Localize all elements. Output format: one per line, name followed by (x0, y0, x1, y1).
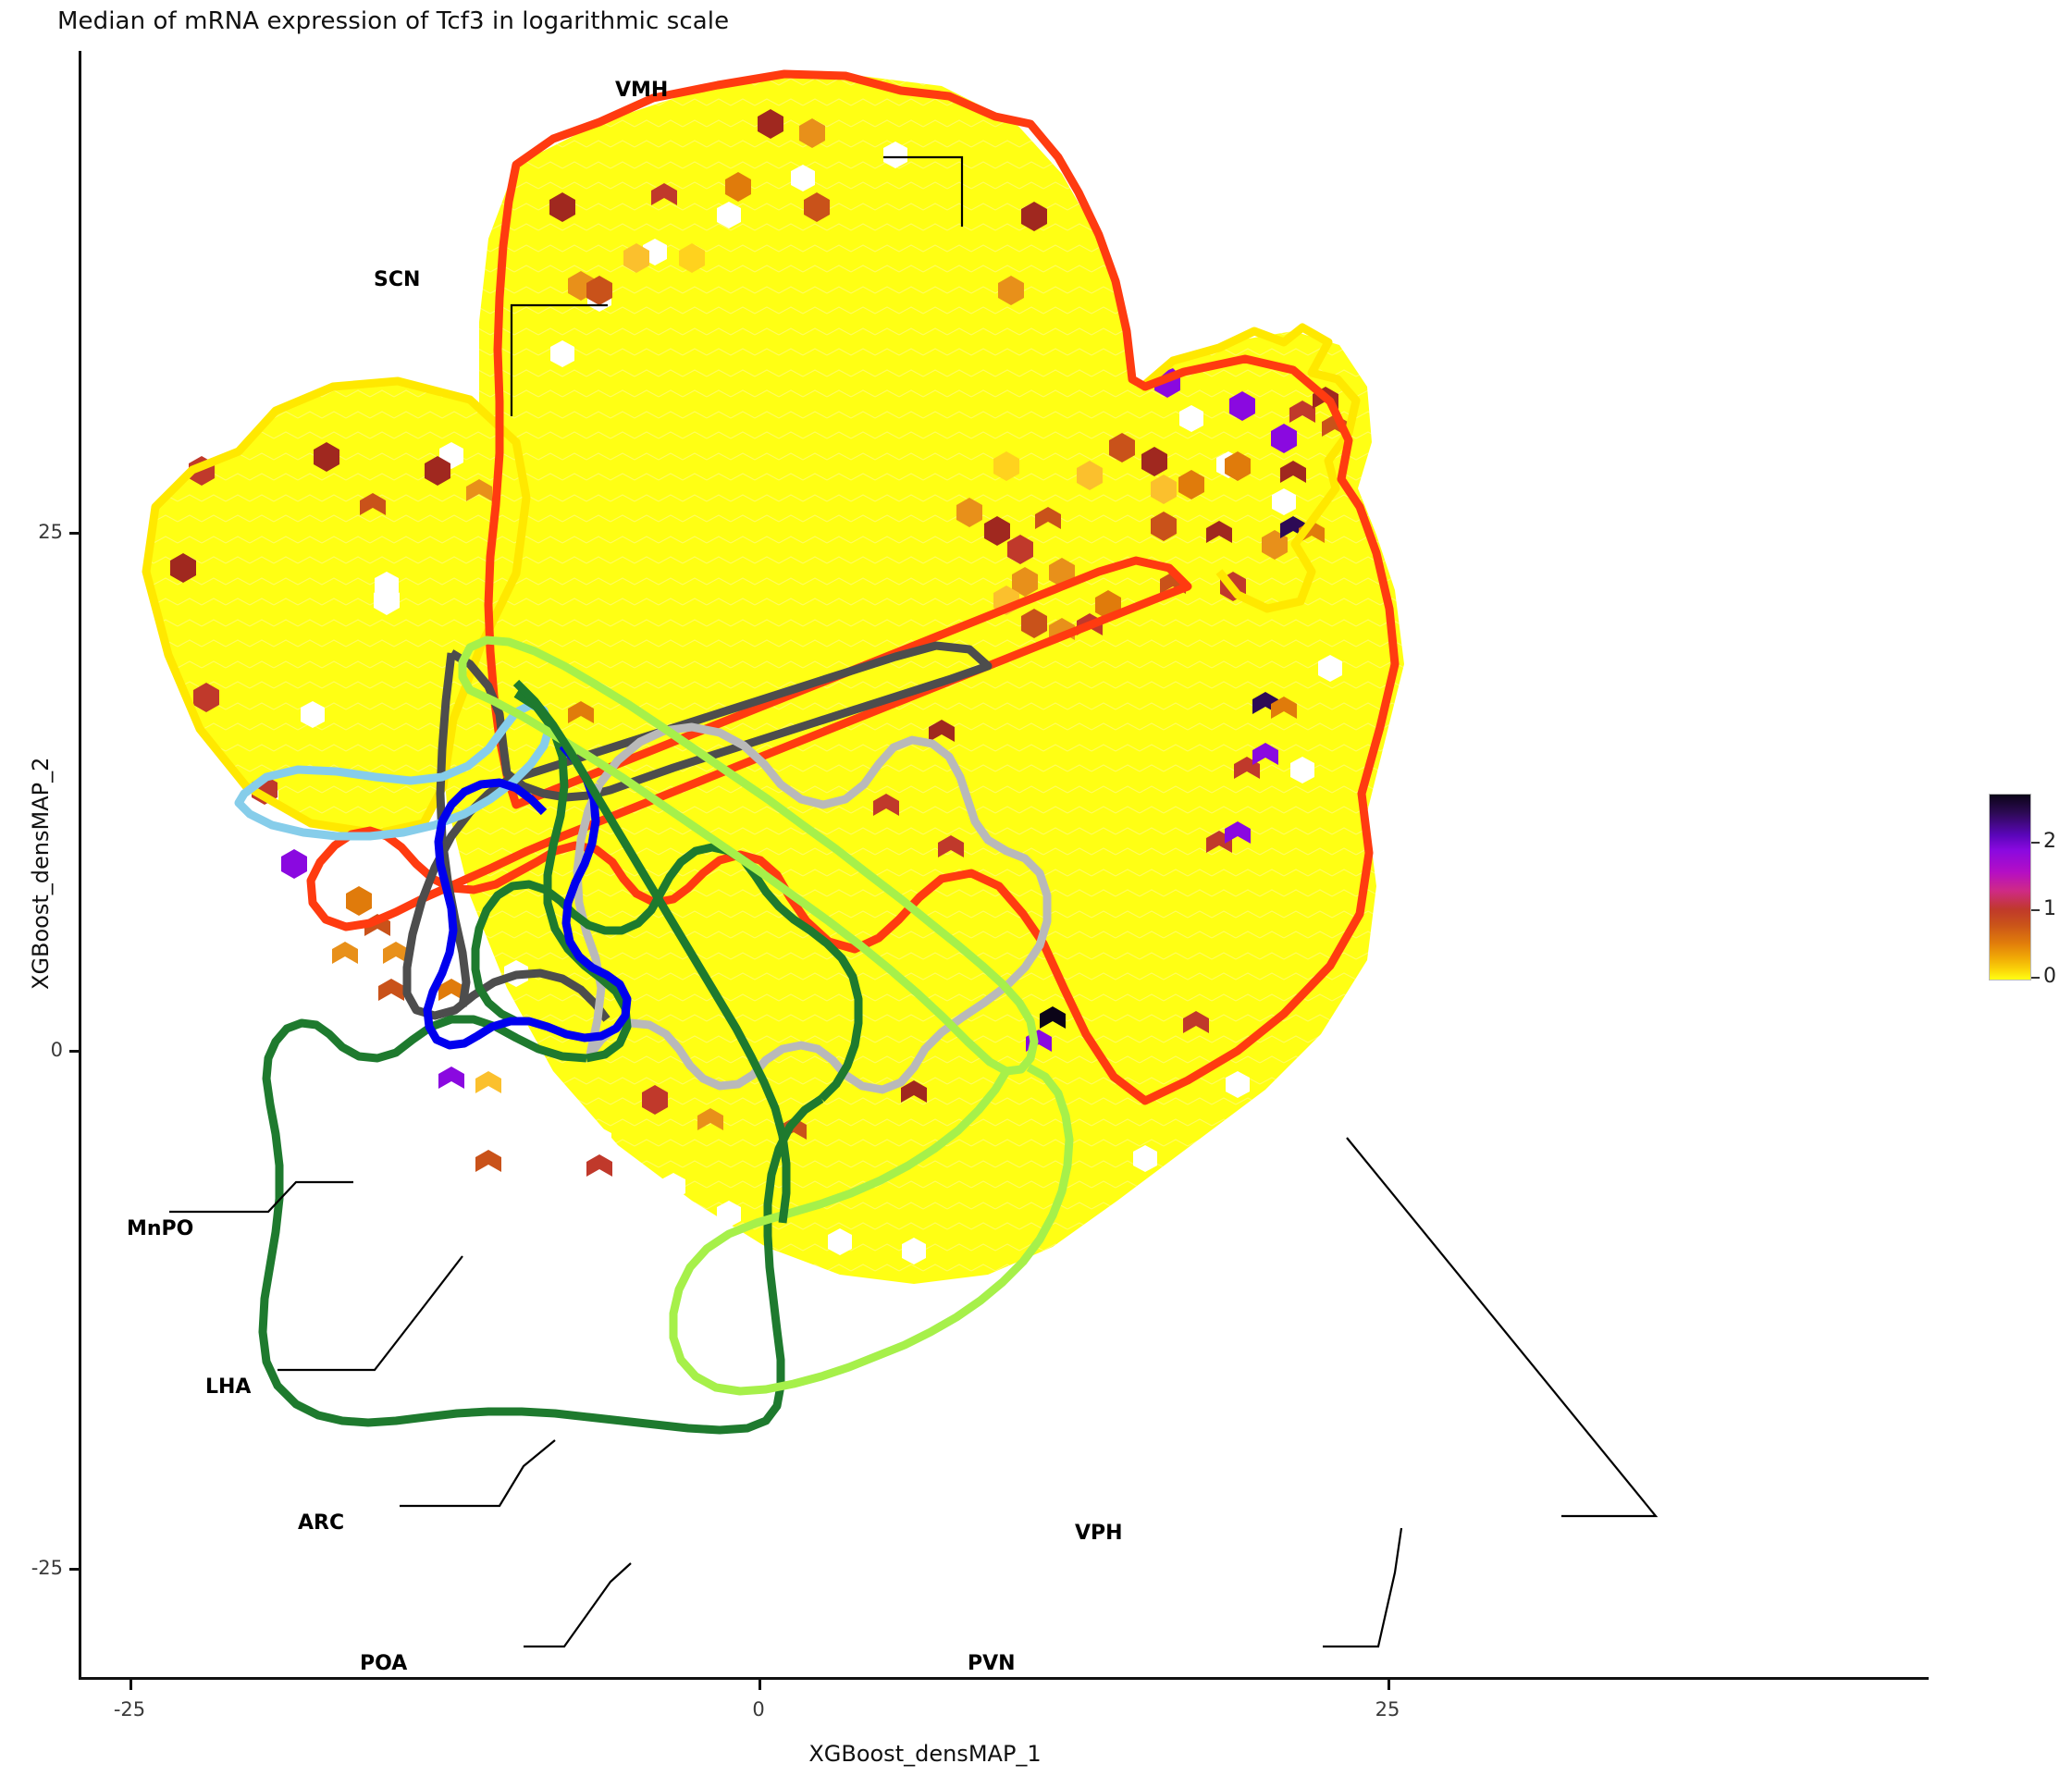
x-tick-mark-0 (758, 1680, 761, 1690)
colorbar-tick-label-2: 2 (2043, 830, 2056, 853)
x-tick-mark-minus25 (130, 1680, 132, 1690)
colorbar-tick-mark-1 (2031, 909, 2040, 911)
x-axis-spine (79, 1677, 1929, 1680)
y-axis-spine (79, 51, 81, 1679)
region-outline-arc (258, 690, 863, 1435)
annotation-label-mnpo: MnPO (127, 1217, 194, 1240)
y-axis-label: XGBoost_densMAP_2 (28, 757, 54, 990)
region-outline-mnpo (234, 700, 554, 841)
region-outline-blue (423, 743, 632, 1050)
colorbar-tick-mark-2 (2031, 842, 2040, 844)
hexbin-value-bins (170, 109, 1348, 1177)
x-tick-label-25: 25 (1375, 1698, 1400, 1720)
x-tick-mark-25 (1388, 1680, 1390, 1690)
annotation-label-scn: SCN (374, 268, 421, 291)
annotation-label-vph: VPH (1075, 1522, 1123, 1545)
colorbar-tick-label-0: 0 (2043, 965, 2056, 988)
hexbin-plot-area (81, 54, 1929, 1677)
annotation-label-pvn: PVN (968, 1652, 1016, 1675)
region-outline-lha (402, 641, 993, 1022)
y-tick-mark-0 (69, 1050, 80, 1053)
y-tick-label-25: 25 (38, 521, 63, 543)
y-tick-label-minus25: -25 (31, 1557, 63, 1579)
colorbar-tick-label-1: 1 (2043, 897, 2056, 920)
y-tick-mark-25 (69, 532, 80, 535)
annotation-label-poa: POA (360, 1652, 408, 1675)
colorbar-tick-mark-0 (2031, 977, 2040, 979)
colorbar (1989, 794, 2031, 980)
annotation-label-arc: ARC (298, 1511, 345, 1535)
page-title: Median of mRNA expression of Tcf3 in log… (57, 7, 730, 35)
y-tick-label-0: 0 (50, 1039, 63, 1061)
x-axis-label: XGBoost_densMAP_1 (808, 1741, 1042, 1767)
region-outline-pvn (458, 635, 1074, 1396)
hexbin-canvas (142, 69, 1404, 1435)
y-tick-mark-minus25 (69, 1568, 80, 1571)
x-tick-label-0: 0 (752, 1698, 765, 1720)
colorbar-gradient (1990, 795, 2030, 980)
annotation-label-vmh: VMH (615, 79, 669, 102)
region-outline-arc-arm (512, 679, 791, 1224)
annotation-label-lha: LHA (205, 1375, 252, 1399)
x-tick-label-minus25: -25 (113, 1698, 146, 1720)
